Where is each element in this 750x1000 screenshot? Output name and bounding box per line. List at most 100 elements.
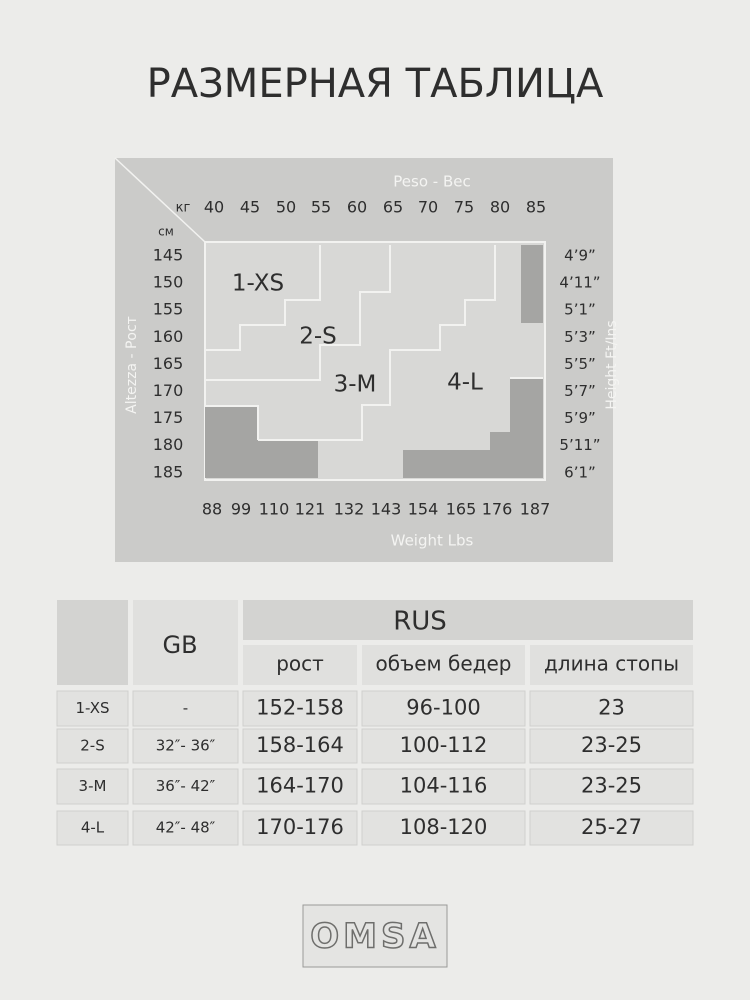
table-cell xyxy=(132,768,239,805)
ft-label: 5’5” xyxy=(564,355,596,373)
zone-label: 3-M xyxy=(334,372,377,398)
cell-value: 23-25 xyxy=(581,774,642,798)
ft-label: 4’9” xyxy=(564,247,596,265)
table-cell xyxy=(56,810,129,846)
header-cell xyxy=(243,645,357,685)
cm-label: 155 xyxy=(153,300,184,319)
column-header: длина стопы xyxy=(544,652,679,676)
cell-value: 170-176 xyxy=(256,815,344,839)
kg-label: 70 xyxy=(418,198,438,217)
cell-value: 23 xyxy=(598,696,625,720)
zone-border xyxy=(205,245,321,351)
kg-label: 55 xyxy=(311,198,331,217)
table-cell xyxy=(361,768,526,805)
lbs-label: 176 xyxy=(482,500,513,519)
dark-zone xyxy=(521,245,543,323)
zone-label: 1-XS xyxy=(232,271,284,297)
kg-unit: кг xyxy=(176,201,191,216)
lbs-label: 121 xyxy=(295,500,326,519)
table-cell xyxy=(56,728,129,764)
table-cell xyxy=(361,810,526,846)
zone-border xyxy=(258,245,496,441)
rus-header: RUS xyxy=(393,607,447,637)
header-cell xyxy=(57,600,128,685)
cell-value: - xyxy=(183,699,188,717)
cm-label: 160 xyxy=(153,327,184,346)
cell-value: 108-120 xyxy=(400,815,488,839)
kg-label: 50 xyxy=(276,198,296,217)
cm-label: 165 xyxy=(153,354,184,373)
lbs-label: 88 xyxy=(202,500,222,519)
column-header: объем бедер xyxy=(376,652,512,676)
corner-diagonal xyxy=(114,157,206,243)
column-header: рост xyxy=(276,652,324,676)
ft-label: 5’7” xyxy=(564,382,596,400)
lbs-label: 165 xyxy=(446,500,477,519)
cell-value: 104-116 xyxy=(400,774,488,798)
table-cell xyxy=(529,690,694,727)
lbs-label: 110 xyxy=(259,500,290,519)
table-cell xyxy=(361,728,526,764)
cell-value: 158-164 xyxy=(256,733,344,757)
table-cell xyxy=(529,810,694,846)
gb-header: GB xyxy=(162,631,197,659)
lbs-label: 143 xyxy=(371,500,402,519)
cell-value: 100-112 xyxy=(400,733,488,757)
ft-label: 5’11” xyxy=(559,436,600,454)
cm-label: 145 xyxy=(153,246,184,265)
kg-label: 80 xyxy=(490,198,510,217)
cell-value: 36″- 42″ xyxy=(156,777,216,795)
table-cell xyxy=(361,690,526,727)
lbs-label: 132 xyxy=(334,500,365,519)
ft-label: 5’1” xyxy=(564,301,596,319)
size-label: 1-XS xyxy=(75,699,109,717)
header-cell xyxy=(362,645,525,685)
cell-value: 23-25 xyxy=(581,733,642,757)
ft-label: 5’9” xyxy=(564,409,596,427)
ft-label: 6’1” xyxy=(564,463,596,481)
cm-label: 175 xyxy=(153,408,184,427)
kg-label: 45 xyxy=(240,198,260,217)
ft-title: Height Ft/Ins xyxy=(604,320,620,409)
zone-label: 2-S xyxy=(299,324,337,350)
cell-value: 164-170 xyxy=(256,774,344,798)
table-cell xyxy=(56,690,129,727)
cm-unit: см xyxy=(158,225,174,239)
ft-label: 5’3” xyxy=(564,328,596,346)
kg-label: 85 xyxy=(526,198,546,217)
table-cell xyxy=(242,728,358,764)
cell-value: 32″- 36″ xyxy=(156,737,216,755)
table-cell xyxy=(529,768,694,805)
kg-label: 60 xyxy=(347,198,367,217)
table-cell xyxy=(242,810,358,846)
header-cell xyxy=(133,600,238,685)
size-label: 2-S xyxy=(80,737,104,755)
table-cell xyxy=(529,728,694,764)
page-title: РАЗМЕРНАЯ ТАБЛИЦА xyxy=(147,61,604,107)
zone-label: 4-L xyxy=(447,370,483,396)
lbs-label: 99 xyxy=(231,500,251,519)
cm-label: 180 xyxy=(153,435,184,454)
dark-zone xyxy=(205,406,318,478)
ft-label: 4’11” xyxy=(559,274,600,292)
height-title: Altezza - Рост xyxy=(124,316,140,414)
weight-title: Peso - Вес xyxy=(393,173,470,191)
table-cell xyxy=(132,810,239,846)
dark-zone xyxy=(403,378,543,478)
lbs-label: 154 xyxy=(408,500,439,519)
cm-label: 170 xyxy=(153,381,184,400)
table-cell xyxy=(242,690,358,727)
cell-value: 42″- 48″ xyxy=(156,819,216,837)
zone-border xyxy=(205,405,259,440)
logo: OMSA xyxy=(310,917,440,957)
size-label: 3-M xyxy=(79,777,107,795)
kg-label: 40 xyxy=(204,198,224,217)
kg-label: 65 xyxy=(383,198,403,217)
cm-label: 150 xyxy=(153,273,184,292)
table-cell xyxy=(132,728,239,764)
zone-borders xyxy=(205,245,543,441)
cm-label: 185 xyxy=(153,462,184,481)
lbs-title: Weight Lbs xyxy=(391,532,474,550)
